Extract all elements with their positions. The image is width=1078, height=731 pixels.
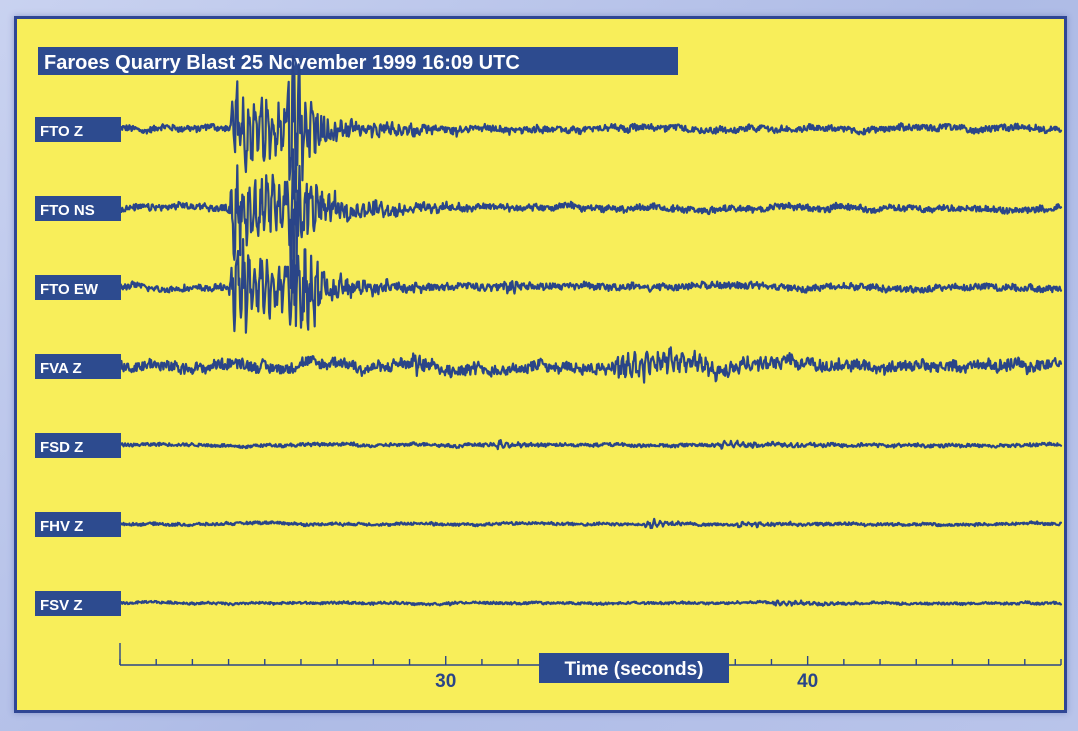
trace-fto-z (118, 55, 1063, 193)
station-label-fsd-z: FSD Z (40, 439, 83, 456)
x-axis-label: Time (seconds) (564, 659, 703, 680)
trace-fhv-z (118, 517, 1063, 530)
station-label-background (35, 117, 121, 142)
chart-title: Faroes Quarry Blast 25 November 1999 16:… (44, 52, 520, 74)
station-label-fva-z: FVA Z (40, 360, 82, 377)
station-label-background (35, 196, 121, 221)
seismogram-chart: Faroes Quarry Blast 25 November 1999 16:… (35, 47, 1063, 692)
seismogram-panel: Faroes Quarry Blast 25 November 1999 16:… (14, 16, 1067, 713)
station-label-background (35, 512, 121, 537)
chart-title-group: Faroes Quarry Blast 25 November 1999 16:… (38, 47, 678, 75)
x-tick-label: 30 (435, 671, 456, 692)
station-label-fsv-z: FSV Z (40, 597, 83, 614)
trace-fva-z (118, 346, 1063, 384)
x-tick-label: 40 (797, 671, 818, 692)
station-label-fhv-z: FHV Z (40, 518, 83, 535)
station-label-background (35, 433, 121, 458)
trace-fsd-z (118, 439, 1063, 451)
x-axis-label-background (539, 653, 729, 683)
station-label-background (35, 354, 121, 379)
station-labels-group: FTO Z FTO NS FTO EW FVA Z FSD Z FHV Z FSV Z (35, 117, 121, 616)
station-label-background (35, 591, 121, 616)
station-label-fto-ew: FTO EW (40, 281, 99, 298)
trace-fto-ew (118, 208, 1063, 334)
station-label-background (35, 275, 121, 300)
trace-fto-ns (118, 148, 1063, 290)
station-label-fto-z: FTO Z (40, 123, 83, 140)
traces-group (118, 55, 1063, 607)
x-axis-label-group: Time (seconds) (539, 653, 729, 683)
station-label-fto-ns: FTO NS (40, 202, 95, 219)
trace-fsv-z (118, 599, 1063, 607)
chart-title-background (38, 47, 678, 75)
